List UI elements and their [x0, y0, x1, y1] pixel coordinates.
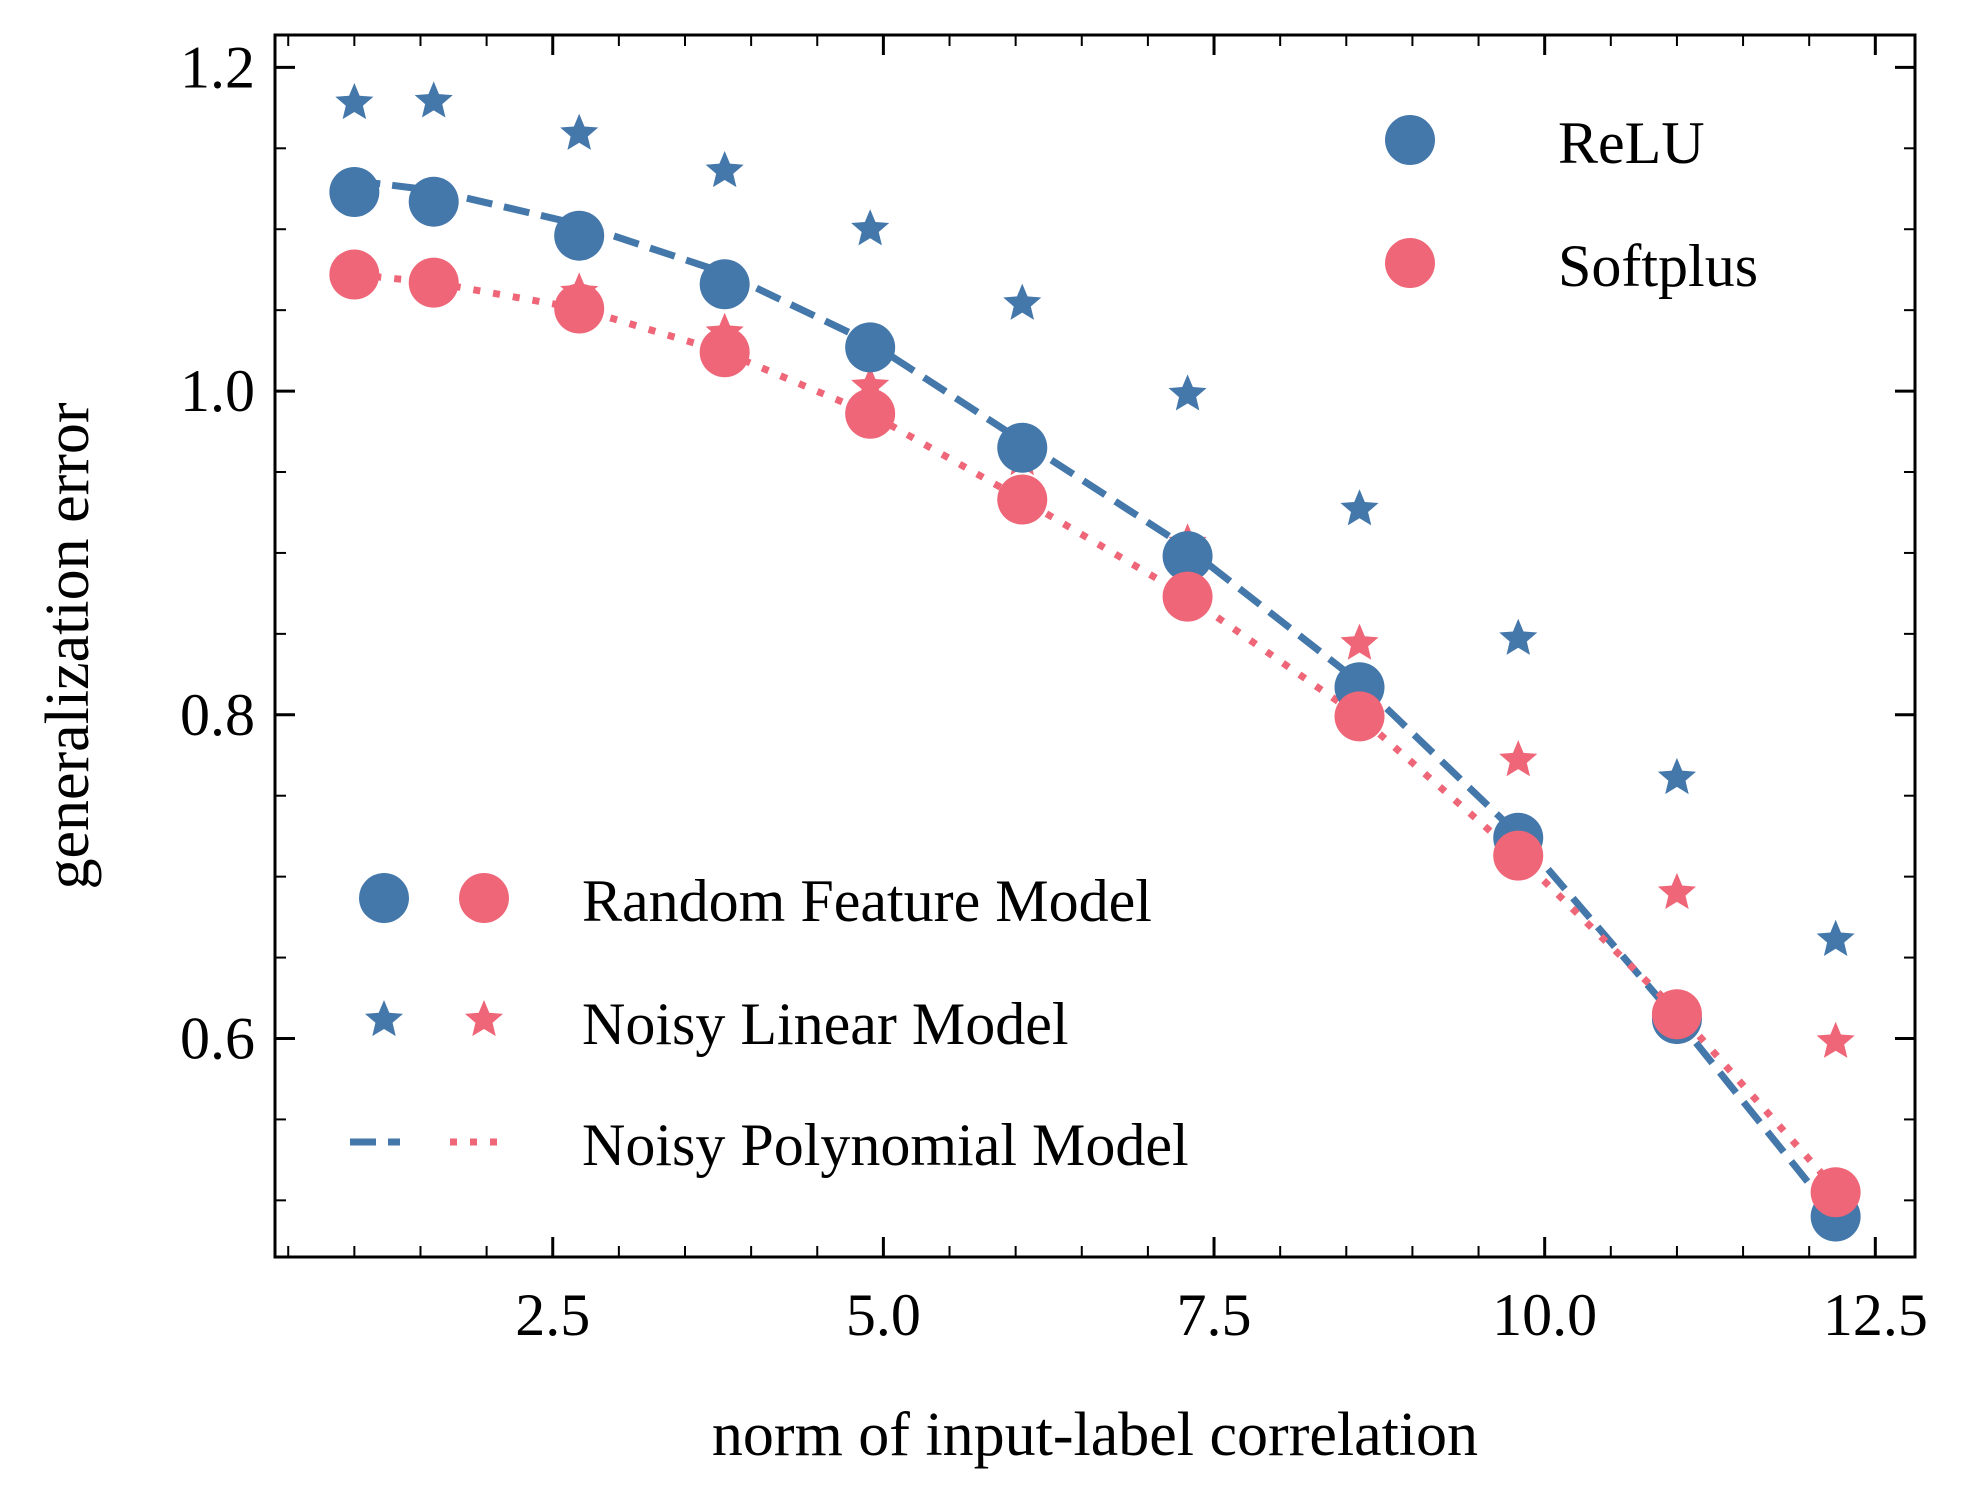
y-tick-label: 0.8 — [180, 682, 255, 748]
softplus-rf-point — [408, 257, 459, 308]
legend-model: Random Feature Model Noisy Linear Model … — [350, 868, 1189, 1178]
plot-content — [329, 81, 1861, 1242]
x-tick-label: 12.5 — [1823, 1282, 1928, 1348]
relu-rf-point — [997, 422, 1048, 473]
softplus-rf-point — [554, 283, 605, 334]
relu-linear-star — [851, 209, 890, 246]
legend-noisy-linear-label: Noisy Linear Model — [582, 991, 1069, 1057]
relu-rf-point — [1162, 531, 1213, 582]
softplus-rf-point — [845, 388, 896, 439]
relu-linear-star — [1499, 618, 1538, 655]
softplus-rf-point — [1334, 691, 1385, 742]
legend-softplus-label: Softplus — [1558, 233, 1758, 299]
legend-softplus-marker — [1385, 238, 1435, 288]
relu-rf-point — [554, 210, 605, 261]
y-axis-title: generalization error — [34, 402, 102, 889]
softplus-rf-point — [329, 249, 380, 300]
legend-linear-relu-star — [364, 1000, 404, 1037]
softplus-rf-point — [1810, 1167, 1861, 1218]
relu-linear-star — [335, 82, 374, 120]
softplus-linear-star — [1657, 872, 1696, 910]
relu-rf-point — [845, 322, 896, 373]
x-tick-label: 7.5 — [1177, 1282, 1252, 1348]
x-axis-title: norm of input-label correlation — [712, 1401, 1478, 1469]
softplus-linear-star — [1499, 740, 1538, 777]
legend-noisy-polynomial-label: Noisy Polynomial Model — [582, 1112, 1189, 1178]
plot-frame — [273, 33, 1917, 1259]
relu-linear-star — [1340, 489, 1379, 526]
softplus-rf-point — [1162, 571, 1213, 622]
relu-linear-star — [414, 81, 453, 118]
legend-rf-softplus-marker — [459, 873, 509, 923]
softplus-rf-point — [1651, 989, 1702, 1040]
y-tick-label: 0.6 — [180, 1005, 255, 1071]
legend-relu-label: ReLU — [1558, 110, 1705, 176]
x-tick-label: 2.5 — [515, 1282, 590, 1348]
relu-linear-star — [705, 150, 744, 188]
tick-labels: 2.5 5.0 7.5 10.0 12.5 0.6 0.8 1.0 1.2 — [180, 34, 1928, 1348]
softplus-rf-point — [1493, 830, 1544, 881]
axis-ticks — [275, 35, 1915, 1257]
legend-random-feature-label: Random Feature Model — [582, 868, 1152, 934]
y-tick-label: 1.0 — [180, 358, 255, 424]
relu-rf-point — [699, 259, 750, 310]
legend-rf-relu-marker — [359, 873, 409, 923]
legend-relu-marker — [1385, 115, 1435, 165]
softplus-linear-star — [1816, 1021, 1855, 1058]
softplus-rf-point — [699, 327, 750, 378]
relu-linear-star — [560, 113, 599, 150]
y-tick-label: 1.2 — [180, 34, 255, 100]
x-tick-label: 10.0 — [1492, 1282, 1597, 1348]
x-tick-label: 5.0 — [846, 1282, 921, 1348]
relu-linear-star — [1657, 757, 1696, 795]
relu-rf-point — [408, 176, 459, 227]
relu-rf-point — [329, 166, 380, 217]
plot-area — [275, 35, 1915, 1257]
softplus-linear-star — [1340, 623, 1379, 660]
softplus-rf-point — [997, 474, 1048, 525]
legend-activation: ReLU Softplus — [1385, 110, 1758, 299]
relu-linear-star — [1168, 374, 1207, 411]
relu-linear-star — [1816, 919, 1855, 956]
legend-linear-softplus-star — [464, 1000, 504, 1037]
relu-linear-star — [1003, 283, 1042, 320]
